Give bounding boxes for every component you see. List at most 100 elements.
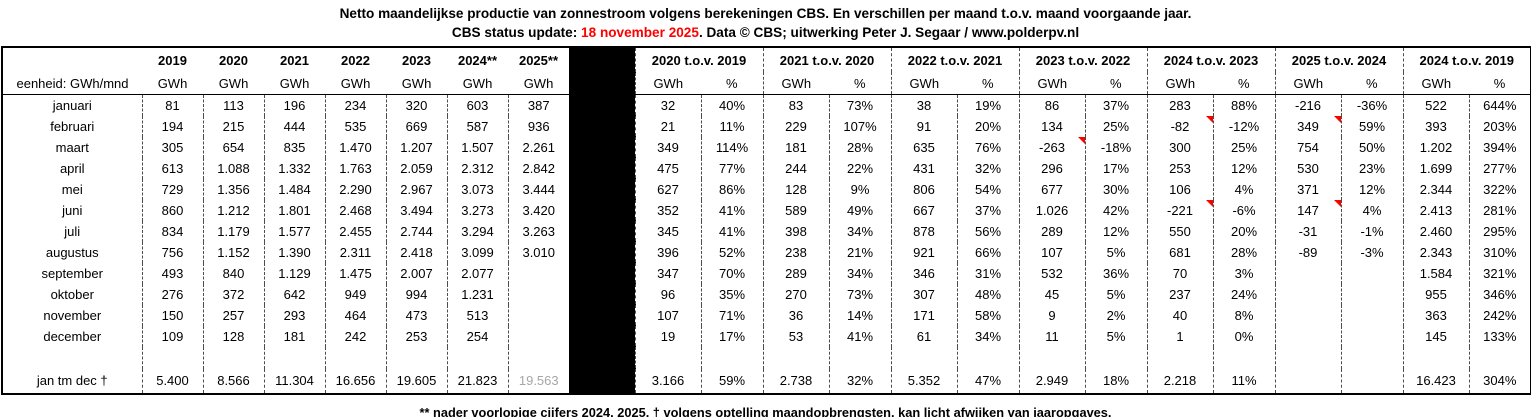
comparison-column-header: 2020 t.o.v. 2019 [634, 47, 763, 72]
comparison-gwh-cell: 677 [1018, 178, 1085, 200]
comparison-pct-cell: 31% [956, 262, 1019, 284]
year-value-cell: 3.073 [446, 178, 508, 200]
row-label: december [43, 328, 102, 344]
comparison-pct-cell: 23% [1340, 157, 1403, 179]
comparison-gwh-cell: 1.026 [1018, 199, 1085, 221]
total-comparison-pct-cell: 304% [1468, 368, 1531, 394]
comparison-gwh-cell: 244 [762, 157, 829, 179]
year-value-cell: 1.475 [324, 262, 386, 284]
year-value-cell: 276 [141, 283, 203, 305]
comparison-pct-unit-cell: % [1085, 72, 1147, 95]
year-value-cell: 257 [202, 304, 264, 326]
year-value-cell: 642 [263, 283, 325, 305]
comparison-gwh-cell: 806 [890, 178, 957, 200]
year-value-cell: 1.207 [385, 136, 447, 158]
comparison-pct-cell: 66% [956, 241, 1019, 263]
year-value-cell: 3.494 [385, 199, 447, 221]
year-value-cell: 194 [141, 115, 203, 137]
year-value-cell: 1.212 [202, 199, 264, 221]
spacer-cell [1468, 346, 1531, 369]
spacer-cell [446, 346, 508, 369]
comparison-pct-cell: 35% [700, 283, 763, 305]
comparison-gwh-unit-cell: GWh [1018, 72, 1085, 95]
year-value-cell: 2.261 [507, 136, 569, 158]
comparison-pct-cell: 59% [1340, 115, 1403, 137]
spacer-cell [1340, 346, 1403, 369]
year-value-cell: 128 [202, 325, 264, 347]
comparison-gwh-cell: 393 [1402, 115, 1469, 137]
comparison-pct-cell: 50% [1340, 136, 1403, 158]
year-value-cell: 840 [202, 262, 264, 284]
comparison-pct-cell: 3% [1212, 262, 1275, 284]
comparison-gwh-cell: 19 [634, 325, 701, 347]
spacer-cell [956, 346, 1019, 369]
year-value-cell: 3.099 [446, 241, 508, 263]
comparison-gwh-cell: 532 [1018, 262, 1085, 284]
comparison-gwh-cell: 1.202 [1402, 136, 1469, 158]
comparison-pct-cell: 37% [1084, 94, 1147, 116]
comparison-gwh-cell: 107 [634, 304, 701, 326]
year-value-cell: 756 [141, 241, 203, 263]
year-value-cell: 669 [385, 115, 447, 137]
spacer-cell [141, 346, 203, 369]
comparison-pct-cell: 48% [956, 283, 1019, 305]
row-label: februari [50, 118, 95, 134]
comparison-pct-unit-cell: % [1469, 72, 1531, 95]
year-value-cell: 3.420 [507, 199, 569, 221]
row-label: november [43, 307, 102, 323]
comparison-pct-cell: 8% [1212, 304, 1275, 326]
year-value-cell: 1.484 [263, 178, 325, 200]
comparison-pct-cell [1340, 304, 1403, 326]
total-year-value-cell: 11.304 [263, 368, 325, 394]
spacer-cell [2, 347, 142, 369]
comparison-pct-cell: 42% [1084, 199, 1147, 221]
year-value-cell: 860 [141, 199, 203, 221]
comparison-pct-cell: 28% [828, 136, 891, 158]
row-label: april [59, 160, 85, 176]
year-value-cell: 387 [507, 94, 569, 116]
comparison-gwh-unit-cell: GWh [890, 72, 957, 95]
comparison-gwh-cell: 38 [890, 94, 957, 116]
comparison-pct-cell: -18% [1084, 136, 1147, 158]
comparison-gwh-cell: 134 [1018, 115, 1085, 137]
comparison-column-header: 2024 t.o.v. 2019 [1402, 47, 1531, 72]
comparison-gwh-cell: 2.344 [1402, 178, 1469, 200]
year-value-cell: 1.152 [202, 241, 264, 263]
comparison-pct-cell: 5% [1084, 325, 1147, 347]
total-year-value-cell: 8.566 [202, 368, 264, 394]
comparison-gwh-cell: 627 [634, 178, 701, 200]
status-update-date: 18 november 2025 [581, 25, 699, 40]
comparison-pct-cell: 321% [1468, 262, 1531, 284]
year-value-cell: 253 [385, 325, 447, 347]
spacer-cell [385, 346, 447, 369]
year-value-cell: 1.231 [446, 283, 508, 305]
comment-marker-icon [1077, 136, 1085, 144]
comparison-gwh-cell: 349 [634, 136, 701, 158]
comparison-gwh-cell: 53 [762, 325, 829, 347]
year-value-cell [507, 325, 569, 347]
comparison-pct-cell: 242% [1468, 304, 1531, 326]
corner-cell [2, 47, 142, 72]
year-value-cell: 3.263 [507, 220, 569, 242]
comparison-gwh-cell: 363 [1402, 304, 1469, 326]
total-comparison-gwh-cell: 2.218 [1146, 368, 1213, 394]
comparison-gwh-cell: 371 [1274, 178, 1341, 200]
comparison-gwh-cell: 237 [1146, 283, 1213, 305]
comparison-gwh-cell: -31 [1274, 220, 1341, 242]
comparison-pct-cell: 0% [1212, 325, 1275, 347]
spacer-cell [890, 346, 957, 369]
comparison-pct-cell: 17% [700, 325, 763, 347]
total-comparison-pct-cell: 47% [956, 368, 1019, 394]
comparison-pct-cell: 40% [700, 94, 763, 116]
comparison-pct-cell: 12% [1212, 157, 1275, 179]
comparison-gwh-cell: 147 [1274, 199, 1341, 221]
year-value-cell: 1.390 [263, 241, 325, 263]
comparison-gwh-cell: 61 [890, 325, 957, 347]
comparison-pct-cell: 34% [956, 325, 1019, 347]
comparison-pct-cell: 277% [1468, 157, 1531, 179]
comparison-pct-unit-cell: % [829, 72, 891, 95]
row-label: januari [52, 97, 92, 113]
comparison-pct-cell: -6% [1212, 199, 1275, 221]
comparison-gwh-cell: 955 [1402, 283, 1469, 305]
comparison-gwh-cell: 1 [1146, 325, 1213, 347]
